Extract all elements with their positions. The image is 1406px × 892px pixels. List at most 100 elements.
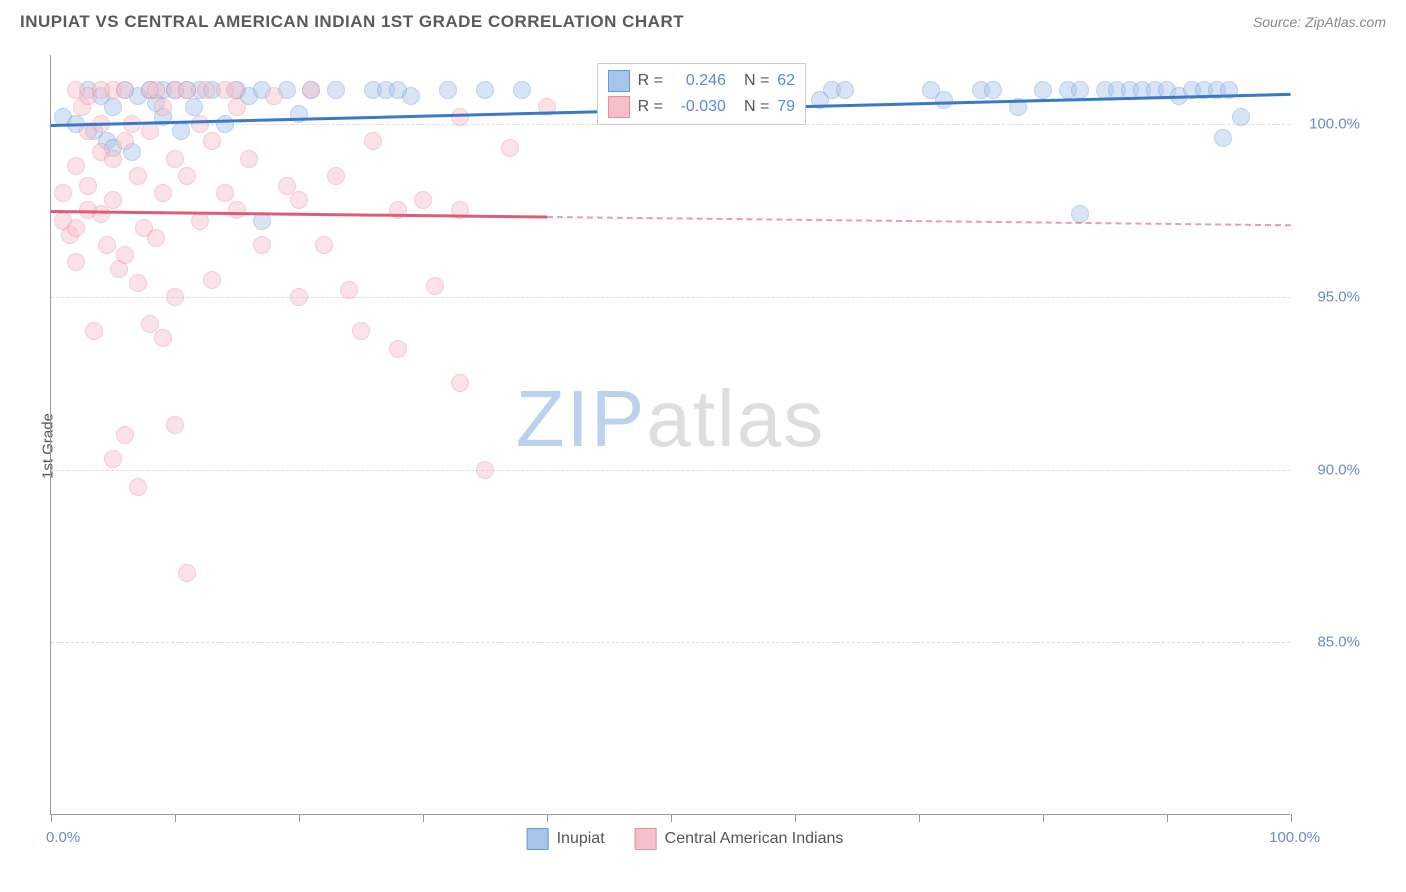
bottom-legend: Inupiat Central American Indians xyxy=(527,828,844,850)
data-point xyxy=(501,139,519,157)
data-point xyxy=(166,416,184,434)
x-tick xyxy=(423,814,424,822)
stats-r-value: -0.030 xyxy=(671,98,726,116)
data-point xyxy=(1034,81,1052,99)
data-point xyxy=(203,271,221,289)
data-point xyxy=(147,81,165,99)
stats-n-label: N = xyxy=(744,72,769,90)
data-point xyxy=(178,81,196,99)
data-point xyxy=(104,191,122,209)
legend-swatch-inupiat xyxy=(527,828,549,850)
gridline xyxy=(51,297,1290,298)
chart-container: ZIPatlas 85.0%90.0%95.0%100.0%0.0%100.0%… xyxy=(50,55,1320,815)
stats-box: R = 0.246 N = 62 R = -0.030 N = 79 xyxy=(597,63,806,125)
data-point xyxy=(476,81,494,99)
stats-r-label: R = xyxy=(638,98,663,116)
x-tick xyxy=(175,814,176,822)
chart-source: Source: ZipAtlas.com xyxy=(1253,14,1386,30)
data-point xyxy=(340,281,358,299)
chart-header: INUPIAT VS CENTRAL AMERICAN INDIAN 1ST G… xyxy=(0,0,1406,40)
x-tick-label: 100.0% xyxy=(1269,829,1320,846)
data-point xyxy=(191,115,209,133)
trend-line xyxy=(51,210,547,219)
y-tick-label: 90.0% xyxy=(1300,461,1360,478)
data-point xyxy=(451,108,469,126)
data-point xyxy=(67,219,85,237)
gridline xyxy=(51,642,1290,643)
data-point xyxy=(352,322,370,340)
x-tick xyxy=(51,814,52,822)
data-point xyxy=(1214,129,1232,147)
x-tick xyxy=(671,814,672,822)
data-point xyxy=(439,81,457,99)
data-point xyxy=(228,201,246,219)
data-point xyxy=(240,150,258,168)
data-point xyxy=(67,157,85,175)
data-point xyxy=(315,236,333,254)
data-point xyxy=(116,426,134,444)
stats-r-label: R = xyxy=(638,72,663,90)
y-tick-label: 95.0% xyxy=(1300,288,1360,305)
data-point xyxy=(203,132,221,150)
data-point xyxy=(216,184,234,202)
legend-label: Central American Indians xyxy=(665,830,844,848)
data-point xyxy=(178,167,196,185)
data-point xyxy=(476,461,494,479)
data-point xyxy=(226,81,244,99)
x-tick-label: 0.0% xyxy=(46,829,80,846)
stats-n-value: 79 xyxy=(777,98,795,116)
data-point xyxy=(116,132,134,150)
legend-label: Inupiat xyxy=(557,830,605,848)
data-point xyxy=(129,274,147,292)
data-point xyxy=(197,81,215,99)
x-tick xyxy=(1043,814,1044,822)
data-point xyxy=(265,87,283,105)
data-point xyxy=(104,98,122,116)
stats-n-value: 62 xyxy=(777,72,795,90)
x-tick xyxy=(1291,814,1292,822)
data-point xyxy=(154,98,172,116)
data-point xyxy=(836,81,854,99)
data-point xyxy=(154,184,172,202)
data-point xyxy=(116,246,134,264)
data-point xyxy=(104,150,122,168)
data-point xyxy=(129,167,147,185)
data-point xyxy=(185,98,203,116)
legend-item-inupiat: Inupiat xyxy=(527,828,605,850)
data-point xyxy=(54,184,72,202)
data-point xyxy=(513,81,531,99)
stats-r-value: 0.246 xyxy=(671,72,726,90)
trend-line-dashed xyxy=(547,216,1291,226)
data-point xyxy=(178,564,196,582)
data-point xyxy=(1071,81,1089,99)
stats-swatch xyxy=(608,96,630,118)
data-point xyxy=(389,340,407,358)
legend-swatch-cai xyxy=(635,828,657,850)
data-point xyxy=(327,167,345,185)
data-point xyxy=(1232,108,1250,126)
stats-n-label: N = xyxy=(744,98,769,116)
data-point xyxy=(129,478,147,496)
x-tick xyxy=(795,814,796,822)
data-point xyxy=(228,98,246,116)
data-point xyxy=(253,236,271,254)
data-point xyxy=(104,450,122,468)
gridline xyxy=(51,470,1290,471)
data-point xyxy=(147,229,165,247)
x-tick xyxy=(299,814,300,822)
chart-title: INUPIAT VS CENTRAL AMERICAN INDIAN 1ST G… xyxy=(20,12,684,32)
data-point xyxy=(79,177,97,195)
data-point xyxy=(85,322,103,340)
y-tick-label: 100.0% xyxy=(1300,116,1360,133)
data-point xyxy=(414,191,432,209)
data-point xyxy=(216,115,234,133)
data-point xyxy=(364,132,382,150)
data-point xyxy=(116,81,134,99)
data-point xyxy=(98,236,116,254)
data-point xyxy=(402,87,420,105)
data-point xyxy=(1071,205,1089,223)
data-point xyxy=(166,288,184,306)
data-point xyxy=(154,329,172,347)
plot-area: ZIPatlas 85.0%90.0%95.0%100.0%0.0%100.0%… xyxy=(50,55,1290,815)
y-tick-label: 85.0% xyxy=(1300,634,1360,651)
